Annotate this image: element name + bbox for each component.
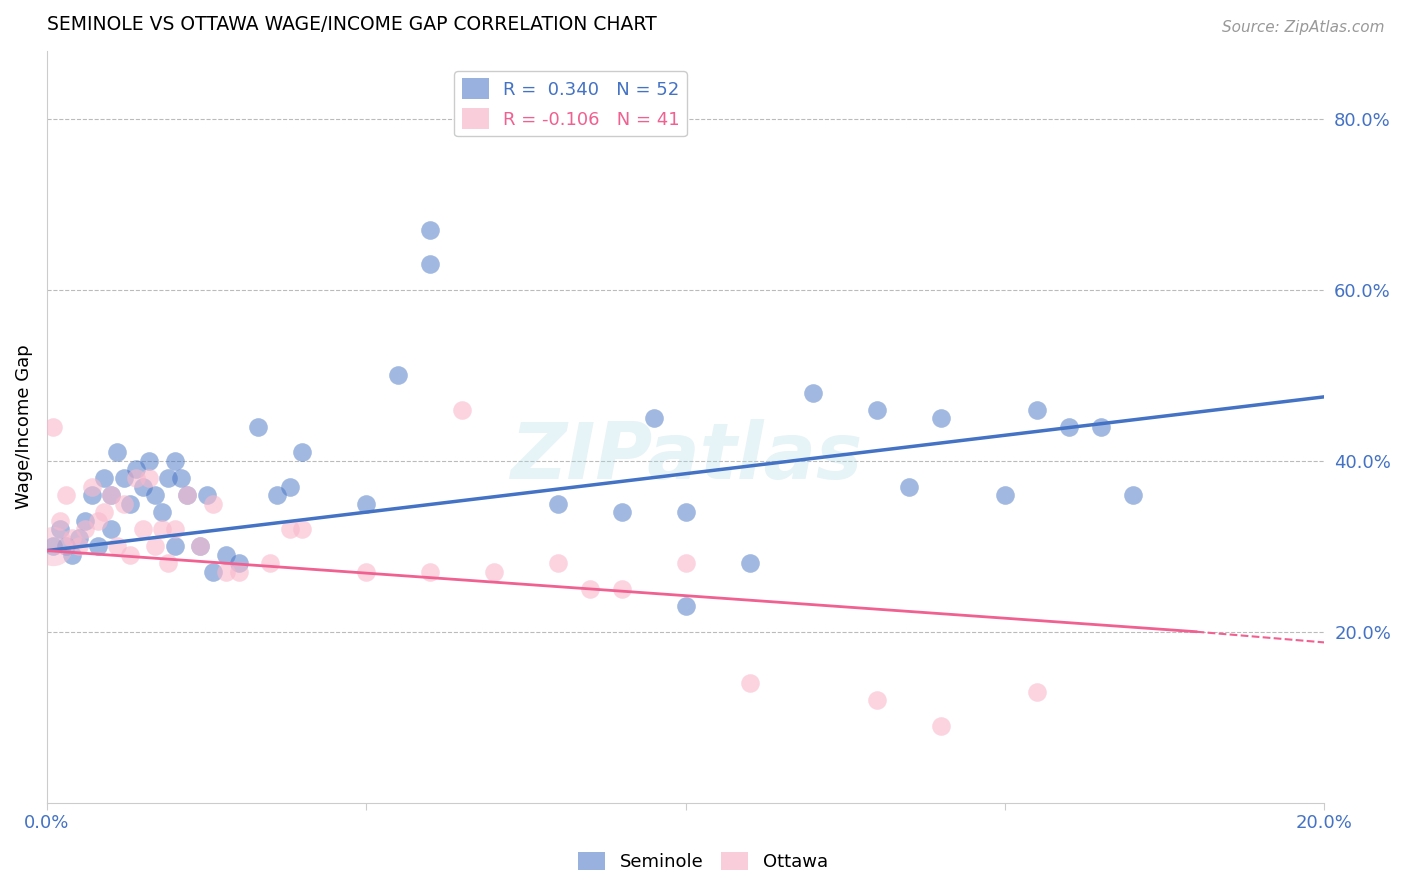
Text: ZIPatlas: ZIPatlas bbox=[509, 418, 862, 495]
Point bbox=[898, 479, 921, 493]
Point bbox=[150, 505, 173, 519]
Point bbox=[93, 471, 115, 485]
Point bbox=[112, 471, 135, 485]
Point bbox=[75, 514, 97, 528]
Point bbox=[610, 582, 633, 596]
Point bbox=[145, 488, 167, 502]
Point bbox=[675, 505, 697, 519]
Point bbox=[246, 419, 269, 434]
Point bbox=[675, 557, 697, 571]
Point bbox=[100, 488, 122, 502]
Text: Source: ZipAtlas.com: Source: ZipAtlas.com bbox=[1222, 20, 1385, 35]
Point bbox=[100, 488, 122, 502]
Point bbox=[291, 522, 314, 536]
Point bbox=[738, 676, 761, 690]
Point bbox=[131, 522, 153, 536]
Point bbox=[1122, 488, 1144, 502]
Point bbox=[278, 522, 301, 536]
Point bbox=[67, 531, 90, 545]
Point bbox=[738, 557, 761, 571]
Point bbox=[105, 539, 128, 553]
Point bbox=[419, 223, 441, 237]
Point bbox=[188, 539, 211, 553]
Point bbox=[145, 539, 167, 553]
Point bbox=[48, 514, 70, 528]
Point bbox=[87, 539, 110, 553]
Point bbox=[42, 539, 65, 553]
Point bbox=[62, 548, 84, 562]
Point bbox=[929, 411, 952, 425]
Point bbox=[67, 539, 90, 553]
Point bbox=[1057, 419, 1080, 434]
Point bbox=[157, 471, 180, 485]
Point bbox=[419, 257, 441, 271]
Point bbox=[228, 565, 250, 579]
Point bbox=[150, 522, 173, 536]
Point bbox=[451, 402, 474, 417]
Point bbox=[866, 402, 889, 417]
Point bbox=[356, 497, 378, 511]
Point bbox=[62, 531, 84, 545]
Point bbox=[105, 445, 128, 459]
Point bbox=[278, 479, 301, 493]
Point bbox=[176, 488, 198, 502]
Point bbox=[93, 505, 115, 519]
Point bbox=[55, 539, 77, 553]
Point bbox=[80, 488, 103, 502]
Point bbox=[118, 497, 141, 511]
Point bbox=[42, 539, 65, 553]
Point bbox=[195, 488, 218, 502]
Legend: R =  0.340   N = 52, R = -0.106   N = 41: R = 0.340 N = 52, R = -0.106 N = 41 bbox=[454, 71, 688, 136]
Legend: Seminole, Ottawa: Seminole, Ottawa bbox=[571, 845, 835, 879]
Point bbox=[356, 565, 378, 579]
Point bbox=[112, 497, 135, 511]
Text: SEMINOLE VS OTTAWA WAGE/INCOME GAP CORRELATION CHART: SEMINOLE VS OTTAWA WAGE/INCOME GAP CORRE… bbox=[46, 15, 657, 34]
Point bbox=[125, 462, 148, 476]
Point bbox=[259, 557, 281, 571]
Point bbox=[138, 454, 160, 468]
Point bbox=[100, 522, 122, 536]
Point bbox=[188, 539, 211, 553]
Point bbox=[75, 522, 97, 536]
Point bbox=[1026, 402, 1049, 417]
Point bbox=[803, 385, 825, 400]
Point bbox=[482, 565, 505, 579]
Point bbox=[291, 445, 314, 459]
Point bbox=[201, 497, 224, 511]
Point bbox=[163, 454, 186, 468]
Point bbox=[138, 471, 160, 485]
Point bbox=[131, 479, 153, 493]
Point bbox=[387, 368, 409, 383]
Point bbox=[163, 539, 186, 553]
Point bbox=[215, 548, 238, 562]
Point bbox=[1026, 684, 1049, 698]
Point bbox=[579, 582, 602, 596]
Point bbox=[419, 565, 441, 579]
Point bbox=[55, 488, 77, 502]
Point bbox=[675, 599, 697, 613]
Point bbox=[1090, 419, 1112, 434]
Point bbox=[163, 522, 186, 536]
Point bbox=[228, 557, 250, 571]
Point bbox=[42, 419, 65, 434]
Point bbox=[80, 479, 103, 493]
Point bbox=[643, 411, 665, 425]
Point bbox=[266, 488, 288, 502]
Point bbox=[866, 693, 889, 707]
Point bbox=[929, 719, 952, 733]
Point bbox=[201, 565, 224, 579]
Point bbox=[547, 557, 569, 571]
Y-axis label: Wage/Income Gap: Wage/Income Gap bbox=[15, 344, 32, 509]
Point bbox=[215, 565, 238, 579]
Point bbox=[125, 471, 148, 485]
Point bbox=[610, 505, 633, 519]
Point bbox=[118, 548, 141, 562]
Point bbox=[176, 488, 198, 502]
Point bbox=[547, 497, 569, 511]
Point bbox=[157, 557, 180, 571]
Point bbox=[87, 514, 110, 528]
Point bbox=[170, 471, 193, 485]
Point bbox=[994, 488, 1017, 502]
Point bbox=[48, 522, 70, 536]
